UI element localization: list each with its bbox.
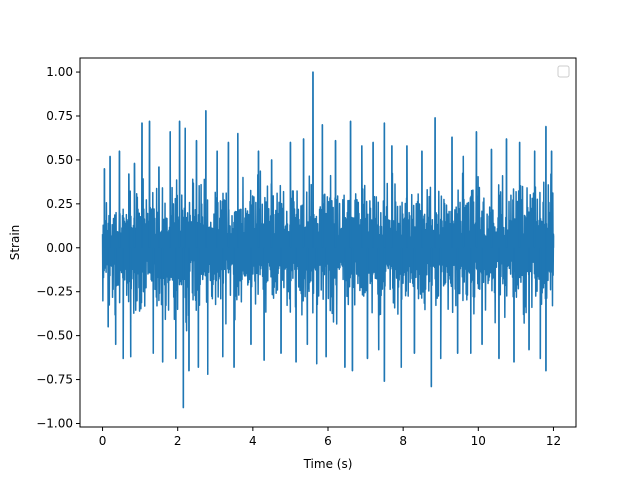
y-tick-label: 1.00 bbox=[46, 65, 73, 79]
series-line bbox=[101, 71, 555, 409]
x-tick-label: 10 bbox=[471, 434, 486, 448]
y-tick-label: 0.75 bbox=[46, 109, 73, 123]
x-tick-label: 0 bbox=[99, 434, 107, 448]
y-tick-label: −0.50 bbox=[36, 329, 73, 343]
y-tick-label: −1.00 bbox=[36, 416, 73, 430]
x-axis-label: Time (s) bbox=[303, 457, 353, 471]
x-tick-label: 12 bbox=[546, 434, 561, 448]
y-axis-label: Strain bbox=[8, 225, 22, 261]
y-tick-label: −0.25 bbox=[36, 285, 73, 299]
y-tick-label: 0.25 bbox=[46, 197, 73, 211]
y-tick-label: −0.75 bbox=[36, 373, 73, 387]
x-axis: 0 2 4 6 8 10 12 bbox=[99, 427, 561, 448]
y-tick-label: 0.00 bbox=[46, 241, 73, 255]
x-tick-label: 6 bbox=[324, 434, 332, 448]
y-tick-label: 0.50 bbox=[46, 153, 73, 167]
x-tick-label: 8 bbox=[399, 434, 407, 448]
series-layer bbox=[101, 71, 555, 409]
x-tick-label: 4 bbox=[249, 434, 257, 448]
legend-box[interactable] bbox=[557, 65, 570, 78]
x-tick-label: 2 bbox=[174, 434, 182, 448]
y-axis: −1.00 −0.75 −0.50 −0.25 0.00 0.25 0.50 0.75 1.00 bbox=[36, 65, 80, 430]
